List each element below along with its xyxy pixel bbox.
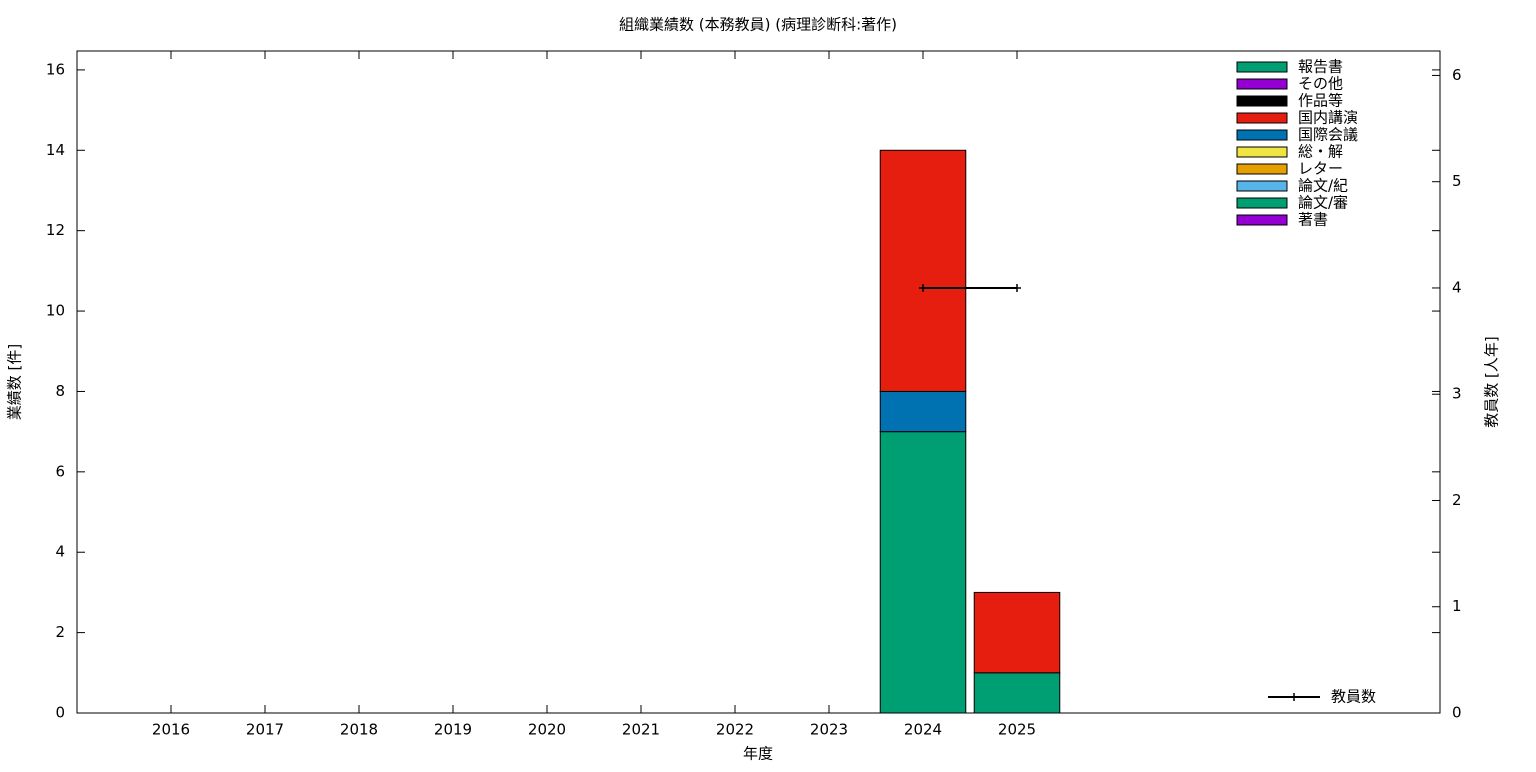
x-tick-label: 2024 <box>904 721 942 739</box>
legend-swatch <box>1236 197 1288 209</box>
legend-label: 国内講演 <box>1298 109 1358 127</box>
y-tick-label: 2 <box>55 623 65 641</box>
x-tick-label: 2018 <box>340 721 378 739</box>
legend-label: 総・解 <box>1298 143 1343 161</box>
y2-tick-label: 0 <box>1452 704 1462 722</box>
y-tick-label: 16 <box>46 60 65 78</box>
bar-segment <box>879 149 967 392</box>
legend-swatch <box>1236 61 1288 73</box>
legend-swatch <box>1236 112 1288 124</box>
legend-label: レター <box>1298 160 1343 178</box>
legend-label: 教員数 <box>1331 688 1376 706</box>
y-axis-label: 業績数 [件] <box>6 344 24 420</box>
y-tick-label: 10 <box>46 302 65 320</box>
legend-label: 報告書 <box>1298 58 1343 76</box>
y-tick-label: 8 <box>55 382 65 400</box>
bar-segment <box>879 431 967 714</box>
x-axis-label: 年度 <box>743 745 773 763</box>
plot-frame <box>76 50 1441 714</box>
y2-axis-label: 教員数 [人年] <box>1483 336 1501 427</box>
x-tick-label: 2020 <box>528 721 566 739</box>
legend-swatch <box>1236 180 1288 192</box>
legend-swatch <box>1236 129 1288 141</box>
bar-segment <box>973 591 1061 674</box>
legend-swatch <box>1236 163 1288 175</box>
line-point <box>1013 283 1021 292</box>
legend-label: 国際会議 <box>1298 126 1358 144</box>
y2-tick-label: 3 <box>1452 385 1462 403</box>
y2-tick-label: 2 <box>1452 491 1462 509</box>
legend-swatch <box>1236 146 1288 158</box>
x-tick-label: 2016 <box>152 721 190 739</box>
bar-segment <box>879 390 967 433</box>
line-point <box>919 283 927 292</box>
y2-tick-label: 5 <box>1452 172 1462 190</box>
x-tick-label: 2022 <box>716 721 754 739</box>
y-tick-label: 0 <box>55 704 65 722</box>
x-tick-label: 2023 <box>810 721 848 739</box>
legend-label: その他 <box>1298 75 1343 93</box>
x-tick-label: 2019 <box>434 721 472 739</box>
y-tick-label: 6 <box>55 462 65 480</box>
legend-label: 論文/紀 <box>1298 177 1348 195</box>
x-tick-label: 2017 <box>246 721 284 739</box>
legend-swatch <box>1236 78 1288 90</box>
x-tick-label: 2025 <box>998 721 1036 739</box>
y-tick-label: 14 <box>46 141 65 159</box>
legend-label: 著書 <box>1298 211 1328 229</box>
legend-swatch <box>1236 214 1288 226</box>
legend-label: 論文/審 <box>1298 194 1348 212</box>
y2-tick-label: 1 <box>1452 597 1462 615</box>
y2-tick-label: 4 <box>1452 278 1462 296</box>
y2-tick-label: 6 <box>1452 66 1462 84</box>
x-tick-label: 2021 <box>622 721 660 739</box>
y-tick-label: 12 <box>46 221 65 239</box>
legend-swatch <box>1236 95 1288 107</box>
legend-label: 作品等 <box>1298 92 1343 110</box>
chart-title: 組織業績数 (本務教員) (病理診断科:著作) <box>619 16 897 34</box>
y-tick-label: 4 <box>55 543 65 561</box>
bar-segment <box>973 672 1061 714</box>
